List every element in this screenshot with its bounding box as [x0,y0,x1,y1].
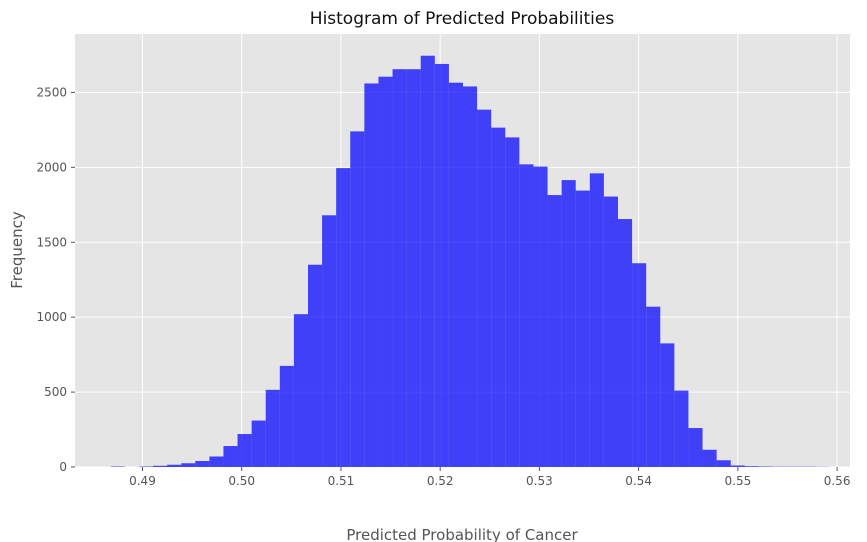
histogram-bar [279,365,294,467]
y-axis-label: Frequency [8,211,26,289]
histogram-bar [462,86,478,467]
histogram-bar [336,168,351,467]
histogram-bar [322,215,337,467]
histogram-bar [617,219,633,467]
y-tick-label: 1500 [36,235,67,249]
y-tick-label: 1000 [36,310,67,324]
histogram-bar [434,63,449,468]
histogram-bar [477,109,492,467]
y-tick-label: 500 [44,385,67,399]
histogram-bar [519,164,534,467]
histogram-bar [237,434,252,467]
histogram-bar [181,463,196,467]
histogram-bar [632,263,647,467]
x-tick-label: 0.55 [725,474,752,488]
histogram-bar [364,83,379,468]
histogram-bar [251,420,266,467]
histogram-bars [110,55,830,468]
histogram-bar [350,131,365,467]
histogram-bar [561,180,576,468]
histogram-bar [716,460,731,467]
y-tick-label: 0 [59,460,67,474]
histogram-bar [378,76,393,468]
histogram-bar [505,137,520,467]
x-tick-label: 0.54 [625,474,652,488]
histogram-bar [533,166,548,467]
histogram-bar [167,464,182,467]
histogram-bar [646,306,661,467]
histogram-bar [547,195,562,467]
x-tick-label: 0.52 [427,474,454,488]
x-tick-label: 0.53 [526,474,553,488]
histogram-bar [603,196,618,467]
y-axis-ticks: 0 500 1000 1500 2000 2500 [36,85,75,474]
histogram-bar [293,314,308,467]
histogram-bar [674,390,689,467]
histogram-bar [223,446,238,467]
histogram-bar [448,82,463,467]
histogram-bar [420,55,435,467]
histogram-bar [688,428,703,467]
x-axis-ticks: 0.49 0.50 0.51 0.52 0.53 0.54 0.55 0.56 [129,467,850,488]
histogram-bar [744,466,759,467]
x-tick-label: 0.50 [228,474,255,488]
histogram-bar [702,449,717,467]
histogram-bar [730,465,745,467]
histogram-bar [406,69,421,467]
y-tick-label: 2500 [36,85,67,99]
histogram-bar [491,127,506,467]
histogram-bar [152,465,168,467]
histogram-bar [265,389,280,467]
x-tick-label: 0.49 [129,474,156,488]
histogram-bar [307,264,323,467]
histogram-bar [575,190,590,467]
chart-title: Histogram of Predicted Probabilities [310,9,615,29]
histogram-bar [209,456,224,467]
x-tick-label: 0.56 [824,474,851,488]
y-tick-label: 2000 [36,160,67,174]
histogram-bar [660,343,675,467]
histogram-bar [392,69,407,467]
x-axis-label: Predicted Probability of Cancer [346,526,578,542]
x-tick-label: 0.51 [328,474,355,488]
histogram-bar [195,461,210,467]
histogram-bar [589,173,604,467]
